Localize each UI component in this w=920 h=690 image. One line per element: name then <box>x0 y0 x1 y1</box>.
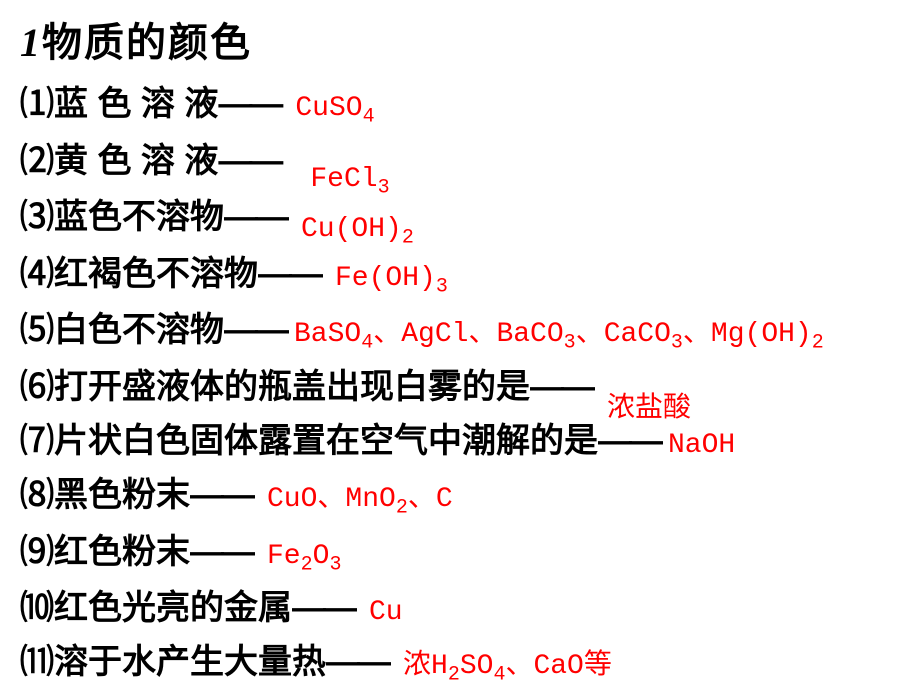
item-answer: Cu(OH)2 <box>301 214 414 250</box>
list-item: ⑴蓝 色 溶 液—— CuSO4 <box>20 76 900 129</box>
item-label: ⑶蓝色不溶物—— <box>20 189 286 238</box>
item-answer: BaSO4、AgCl、BaCO3、CaCO3、Mg(OH)2 <box>294 310 824 355</box>
item-label: ⑹打开盛液体的瓶盖出现白雾的是—— <box>20 359 592 408</box>
item-label: ⑺片状白色固体露置在空气中潮解的是—— <box>20 413 660 462</box>
item-answer: 浓H2SO4、CaO等 <box>403 642 612 687</box>
list-item: ⑺片状白色固体露置在空气中潮解的是—— NaOH <box>20 413 900 463</box>
page-title: 1物质的颜色 <box>20 10 900 68</box>
item-answer: Cu <box>369 597 403 628</box>
item-label: ⑷红褐色不溶物—— <box>20 246 320 295</box>
item-answer: Fe2O3 <box>267 541 341 577</box>
list-item: ⑸白色不溶物—— BaSO4、AgCl、BaCO3、CaCO3、Mg(OH)2 <box>20 302 900 355</box>
item-answer: CuSO4 <box>295 93 374 129</box>
item-label: ⑵黄 色 溶 液—— <box>20 133 280 182</box>
list-item: ⑽红色光亮的金属—— Cu <box>20 580 900 630</box>
title-text: 物质的颜色 <box>42 21 252 65</box>
list-item: ⑶蓝色不溶物—— Cu(OH)2 <box>20 189 900 242</box>
item-list: ⑴蓝 色 溶 液—— CuSO4 ⑵黄 色 溶 液—— FeCl3 ⑶蓝色不溶物… <box>20 76 900 687</box>
item-label: ⑼红色粉末—— <box>20 524 252 573</box>
item-label: ⑴蓝 色 溶 液—— <box>20 76 280 125</box>
item-label: ⑻黑色粉末—— <box>20 467 252 516</box>
list-item: ⑻黑色粉末—— CuO、MnO2、C <box>20 467 900 520</box>
list-item: ⑹打开盛液体的瓶盖出现白雾的是—— 浓盐酸 <box>20 359 900 409</box>
item-label: ⑾溶于水产生大量热—— <box>20 634 388 683</box>
item-label: ⑸白色不溶物—— <box>20 302 286 351</box>
item-answer: 浓盐酸 <box>607 385 691 425</box>
item-answer: FeCl3 <box>310 164 389 200</box>
list-item: ⑾溶于水产生大量热—— 浓H2SO4、CaO等 <box>20 634 900 687</box>
item-answer: NaOH <box>668 430 735 461</box>
item-answer: Fe(OH)3 <box>335 263 448 299</box>
item-label: ⑽红色光亮的金属—— <box>20 580 354 629</box>
list-item: ⑼红色粉末—— Fe2O3 <box>20 524 900 577</box>
list-item: ⑵黄 色 溶 液—— FeCl3 <box>20 133 900 186</box>
title-number: 1 <box>20 20 42 65</box>
item-answer: CuO、MnO2、C <box>267 475 453 520</box>
list-item: ⑷红褐色不溶物—— Fe(OH)3 <box>20 246 900 299</box>
